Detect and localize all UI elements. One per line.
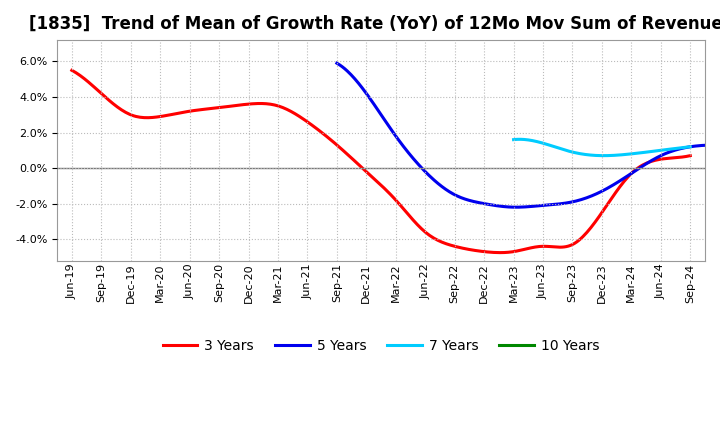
5 Years	[681, 145, 690, 150]
7 Years	[599, 153, 608, 158]
7 Years	[509, 137, 518, 142]
3 Years	[630, 168, 639, 173]
7 Years	[516, 137, 524, 142]
5 Years	[562, 200, 570, 205]
7 Years	[618, 152, 627, 158]
5 Years	[333, 61, 341, 66]
3 Years	[68, 68, 76, 73]
7 Years	[686, 144, 695, 150]
5 Years	[716, 142, 720, 147]
3 Years	[436, 238, 444, 244]
Line: 5 Years: 5 Years	[337, 63, 720, 207]
3 Years	[591, 220, 600, 225]
Line: 7 Years: 7 Years	[513, 139, 690, 156]
Line: 3 Years: 3 Years	[72, 70, 690, 253]
3 Years	[446, 242, 454, 248]
5 Years	[512, 205, 521, 210]
5 Years	[568, 199, 577, 205]
Title: [1835]  Trend of Mean of Growth Rate (YoY) of 12Mo Mov Sum of Revenues: [1835] Trend of Mean of Growth Rate (YoY…	[30, 15, 720, 33]
7 Years	[615, 152, 624, 158]
7 Years	[660, 147, 668, 153]
3 Years	[433, 238, 442, 243]
3 Years	[495, 250, 504, 255]
3 Years	[686, 153, 695, 158]
5 Years	[560, 201, 569, 206]
7 Years	[510, 137, 518, 142]
7 Years	[616, 152, 624, 158]
5 Years	[334, 61, 343, 66]
Legend: 3 Years, 5 Years, 7 Years, 10 Years: 3 Years, 5 Years, 7 Years, 10 Years	[157, 334, 605, 359]
3 Years	[70, 69, 78, 74]
7 Years	[670, 146, 679, 151]
5 Years	[657, 153, 665, 158]
